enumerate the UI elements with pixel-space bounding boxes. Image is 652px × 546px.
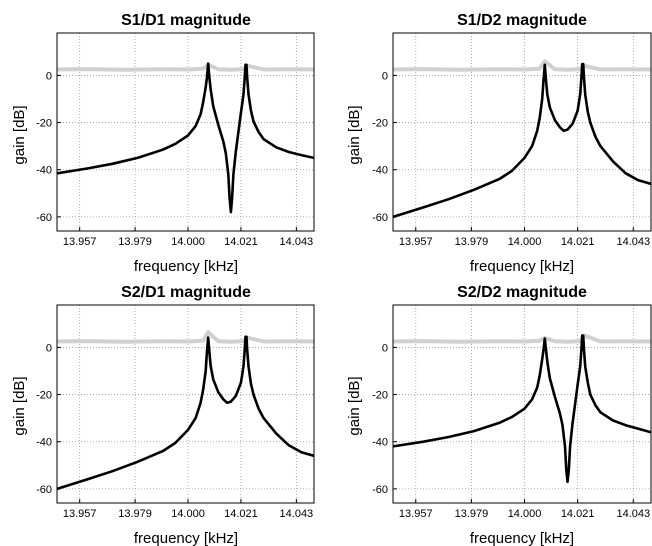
x-axis-label: frequency [kHz] bbox=[134, 530, 238, 546]
chart-title: S1/D1 magnitude bbox=[121, 12, 251, 29]
y-tick-label: 0 bbox=[382, 342, 388, 354]
y-tick-label: -60 bbox=[36, 484, 52, 496]
y-axis-label: gain [dB] bbox=[11, 105, 28, 164]
x-tick-label: 14.000 bbox=[508, 236, 542, 248]
y-tick-label: -40 bbox=[372, 437, 388, 449]
x-tick-label: 13.957 bbox=[63, 236, 97, 248]
reference-series-line bbox=[57, 62, 314, 72]
x-axis-label: frequency [kHz] bbox=[470, 258, 574, 275]
y-tick-label: -20 bbox=[36, 390, 52, 402]
x-tick-label: 13.979 bbox=[118, 236, 152, 248]
chart-title: S1/D2 magnitude bbox=[457, 12, 587, 29]
subplot-s2-d1: S2/D1 magnitude frequency [kHz] gain [dB… bbox=[11, 284, 315, 546]
magnitude-series-line bbox=[57, 62, 314, 214]
y-tick-label: -40 bbox=[372, 165, 388, 177]
magnitude-series-line bbox=[393, 334, 651, 484]
x-tick-label: 14.043 bbox=[280, 508, 314, 520]
x-tick-label: 13.957 bbox=[399, 508, 433, 520]
y-tick-label: -60 bbox=[372, 212, 388, 224]
plot-frame bbox=[392, 304, 652, 504]
plot-area: 13.957 13.979 14.000 14.021 14.043 0 -20 -40 -60 bbox=[372, 304, 652, 520]
y-tick-label: -20 bbox=[372, 118, 388, 130]
plot-area: 13.957 13.979 14.000 14.021 14.043 0 -20 -40 -60 bbox=[36, 32, 315, 248]
y-tick-label: 0 bbox=[382, 70, 388, 82]
chart-title: S2/D2 magnitude bbox=[457, 284, 587, 301]
y-axis-label: gain [dB] bbox=[346, 376, 363, 435]
x-tick-label: 14.043 bbox=[280, 236, 314, 248]
x-tick-label: 14.000 bbox=[171, 236, 205, 248]
x-tick-label: 13.957 bbox=[399, 236, 433, 248]
plot-frame bbox=[56, 32, 315, 232]
y-tick-label: -20 bbox=[36, 118, 52, 130]
x-tick-label: 14.000 bbox=[508, 508, 542, 520]
x-tick-label: 14.000 bbox=[171, 508, 205, 520]
subplot-s2-d2: S2/D2 magnitude frequency [kHz] gain [dB… bbox=[346, 284, 652, 546]
x-tick-label: 14.043 bbox=[616, 508, 650, 520]
subplot-s1-d1: S1/D1 magnitude frequency [kHz] gain [dB… bbox=[11, 12, 315, 275]
x-tick-label: 13.979 bbox=[455, 508, 489, 520]
x-tick-label: 14.021 bbox=[224, 236, 258, 248]
plot-area: 13.957 13.979 14.000 14.021 14.043 0 -20 -40 -60 bbox=[372, 32, 652, 248]
y-tick-label: -40 bbox=[36, 437, 52, 449]
y-tick-label: -20 bbox=[372, 390, 388, 402]
y-tick-label: -60 bbox=[36, 212, 52, 224]
reference-series-line bbox=[393, 333, 651, 344]
x-tick-label: 14.021 bbox=[561, 236, 595, 248]
x-tick-label: 13.957 bbox=[63, 508, 97, 520]
plot-frame bbox=[392, 32, 652, 232]
magnitude-series-line bbox=[393, 62, 651, 219]
y-tick-label: -60 bbox=[372, 484, 388, 496]
y-axis-label: gain [dB] bbox=[11, 376, 28, 435]
chart-title: S2/D1 magnitude bbox=[121, 284, 251, 301]
reference-series-line bbox=[393, 59, 651, 72]
y-tick-label: 0 bbox=[46, 70, 52, 82]
x-tick-label: 14.021 bbox=[224, 508, 258, 520]
plot-frame bbox=[56, 304, 315, 504]
x-tick-label: 14.043 bbox=[616, 236, 650, 248]
reference-series-line bbox=[57, 330, 314, 344]
magnitude-series-line bbox=[57, 335, 314, 491]
plot-area: 13.957 13.979 14.000 14.021 14.043 0 -20 -40 -60 bbox=[36, 304, 315, 520]
x-tick-label: 13.979 bbox=[118, 508, 152, 520]
subplot-s1-d2: S1/D2 magnitude frequency [kHz] gain [dB… bbox=[346, 12, 652, 275]
x-axis-label: frequency [kHz] bbox=[470, 530, 574, 546]
y-axis-label: gain [dB] bbox=[346, 105, 363, 164]
x-tick-label: 13.979 bbox=[455, 236, 489, 248]
x-tick-label: 14.021 bbox=[561, 508, 595, 520]
y-tick-label: -40 bbox=[36, 165, 52, 177]
x-axis-label: frequency [kHz] bbox=[134, 258, 238, 275]
y-tick-label: 0 bbox=[46, 342, 52, 354]
